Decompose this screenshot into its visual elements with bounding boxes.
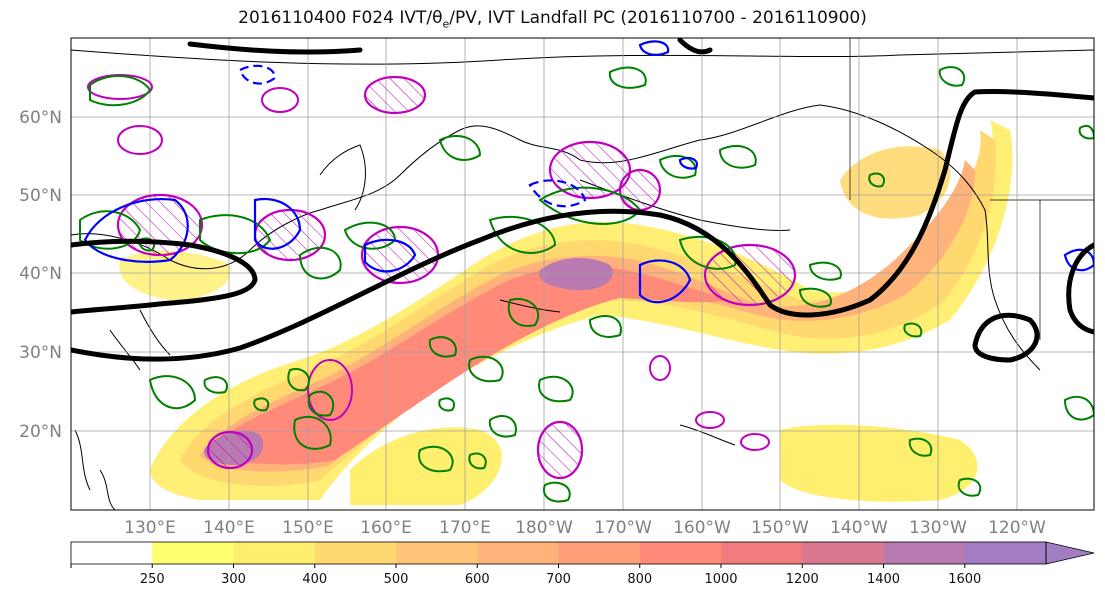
- pc-contours-small: [87, 74, 770, 451]
- lon-label: 140°W: [830, 518, 888, 538]
- lat-label: 60°N: [19, 108, 62, 128]
- colorbar-tick-label: 1200: [786, 572, 819, 587]
- map-plot-area: [71, 38, 1094, 510]
- pc-contours: [116, 75, 797, 480]
- lon-label: 160°E: [360, 518, 412, 538]
- lat-label: 20°N: [19, 422, 62, 442]
- colorbar-swatch: [152, 542, 234, 564]
- lon-label: 130°W: [909, 518, 967, 538]
- colorbar-swatch: [964, 542, 1047, 564]
- lon-label: 170°W: [594, 518, 652, 538]
- lon-label: 180°W: [515, 518, 573, 538]
- lon-label: 130°E: [124, 518, 176, 538]
- lon-label: 170°E: [439, 518, 491, 538]
- longitude-labels: 130°E 140°E 150°E 160°E 170°E 180°W 170°…: [124, 518, 1046, 538]
- colorbar-swatch: [314, 542, 397, 564]
- colorbar-tick-label: 250: [140, 572, 165, 587]
- colorbar-swatch: [802, 542, 884, 564]
- colorbar-swatches: [71, 542, 1047, 564]
- colorbar-tick-label: 1600: [948, 572, 981, 587]
- colorbar: 250 300 400 500 600 700 800 1000 1200 1400 1600: [70, 541, 1095, 587]
- colorbar-tick-label: 400: [302, 572, 327, 587]
- colorbar-swatch: [233, 542, 316, 564]
- ivt-shading: [119, 120, 1013, 505]
- lat-label: 30°N: [19, 343, 62, 363]
- colorbar-tick-label: 500: [384, 572, 409, 587]
- lon-label: 120°W: [988, 518, 1046, 538]
- colorbar-tick-label: 600: [465, 572, 490, 587]
- gridlines: [71, 38, 1094, 510]
- map-title: 2016110400 F024 IVT/θe/PV, IVT Landfall …: [238, 8, 867, 31]
- latitude-labels: 60°N 50°N 40°N 30°N 20°N: [19, 108, 62, 442]
- colorbar-tick-label: 800: [627, 572, 652, 587]
- colorbar-swatch: [883, 542, 966, 564]
- colorbar-swatch: [477, 542, 559, 564]
- colorbar-tick-label: 300: [221, 572, 246, 587]
- lat-label: 40°N: [19, 264, 62, 284]
- lon-label: 140°E: [203, 518, 255, 538]
- colorbar-swatch: [71, 542, 153, 564]
- colorbar-tick-label: 1400: [867, 572, 900, 587]
- colorbar-ticks: 250 300 400 500 600 700 800 1000 1200 1400 1600: [70, 564, 981, 587]
- lon-label: 150°E: [282, 518, 334, 538]
- theta-e-contours: [71, 38, 1094, 363]
- colorbar-swatch: [558, 542, 641, 564]
- lat-label: 50°N: [19, 186, 62, 206]
- colorbar-swatch: [721, 542, 803, 564]
- colorbar-swatch: [396, 542, 478, 564]
- colorbar-swatch: [639, 542, 722, 564]
- coastlines: [71, 38, 1094, 510]
- lon-label: 160°W: [673, 518, 731, 538]
- colorbar-tick-label: 700: [546, 572, 571, 587]
- map-frame: [70, 37, 1095, 511]
- pv-blue-contours: [83, 40, 1094, 304]
- colorbar-tick-label: 1000: [704, 572, 737, 587]
- lon-label: 150°W: [751, 518, 809, 538]
- colorbar-extend-arrow: [1045, 541, 1095, 565]
